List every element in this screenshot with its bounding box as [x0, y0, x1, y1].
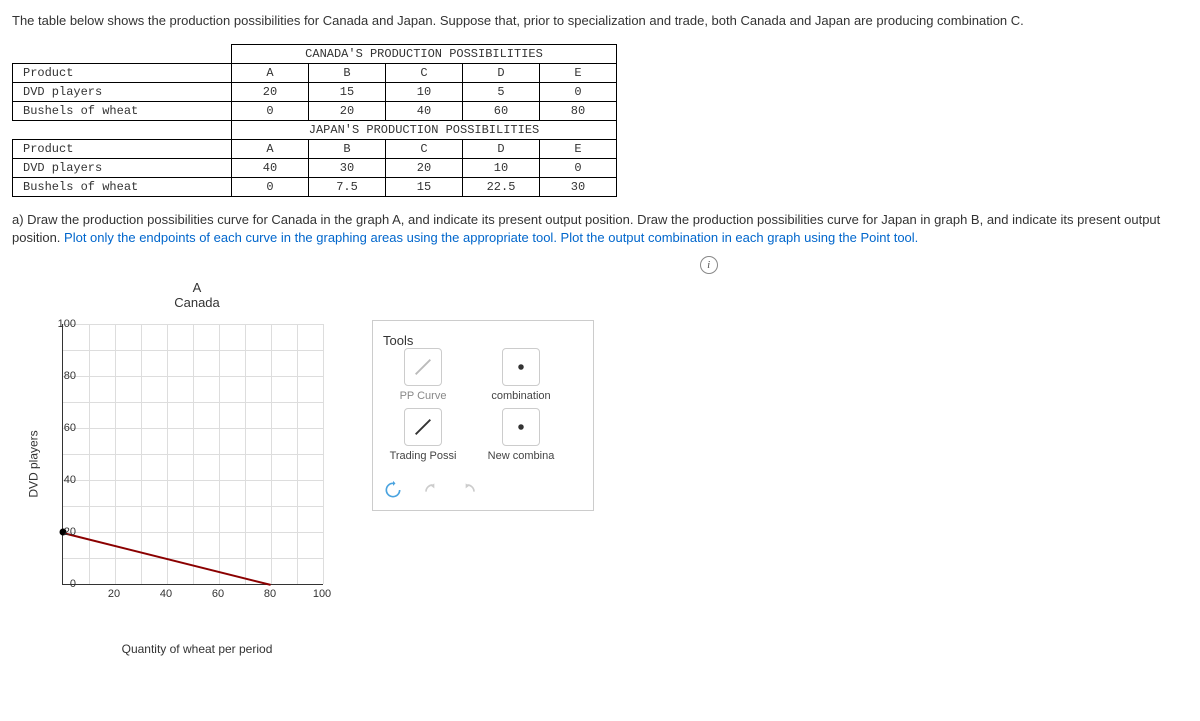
graph-a-title: A [52, 280, 342, 295]
new-combination-tool[interactable]: New combina [481, 408, 561, 462]
y-tick: 100 [58, 318, 76, 330]
tools-panel: Tools PP Curve combination Trading Poss [372, 320, 594, 511]
x-tick: 20 [108, 588, 120, 600]
line-icon [404, 408, 442, 446]
graph-a[interactable]: A Canada DVD players 0 20 40 60 80 100 20 40 60 8… [12, 280, 342, 656]
y-tick: 0 [70, 578, 76, 590]
y-tick: 20 [64, 526, 76, 538]
graph-a-subtitle: Canada [52, 295, 342, 310]
x-tick: 40 [160, 588, 172, 600]
x-tick: 80 [264, 588, 276, 600]
info-icon[interactable]: i [700, 256, 718, 274]
y-tick: 80 [64, 370, 76, 382]
point-icon [502, 408, 540, 446]
x-tick: 60 [212, 588, 224, 600]
y-tick: 40 [64, 474, 76, 486]
tools-legend: Tools [383, 333, 413, 348]
line-icon [404, 348, 442, 386]
y-axis-label: DVD players [27, 430, 41, 497]
undo-icon[interactable] [421, 480, 441, 500]
combination-tool[interactable]: combination [481, 348, 561, 402]
trading-tool[interactable]: Trading Possi [383, 408, 463, 462]
x-axis-label: Quantity of wheat per period [52, 642, 342, 656]
canada-title: CANADA'S PRODUCTION POSSIBILITIES [232, 45, 617, 64]
production-table: CANADA'S PRODUCTION POSSIBILITIES Produc… [12, 44, 617, 197]
pp-curve-tool[interactable]: PP Curve [383, 348, 463, 402]
redo-icon[interactable] [459, 480, 479, 500]
x-tick: 100 [313, 588, 331, 600]
japan-title: JAPAN'S PRODUCTION POSSIBILITIES [232, 121, 617, 140]
point-icon [502, 348, 540, 386]
intro-text: The table below shows the production pos… [12, 12, 1188, 30]
y-tick: 60 [64, 422, 76, 434]
instruction-text: a) Draw the production possibilities cur… [12, 211, 1188, 247]
plot-area[interactable] [62, 324, 323, 585]
reset-icon[interactable] [383, 480, 403, 500]
